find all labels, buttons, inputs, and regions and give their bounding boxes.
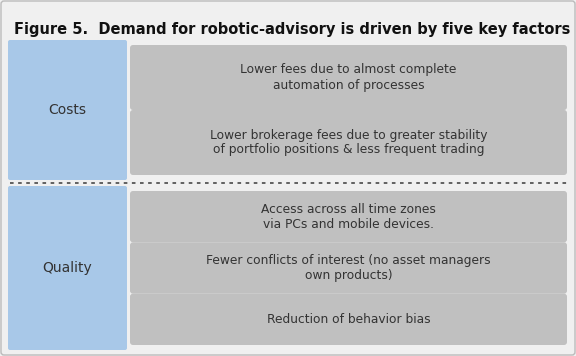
- Text: Access across all time zones
via PCs and mobile devices.: Access across all time zones via PCs and…: [261, 203, 436, 231]
- Text: Costs: Costs: [48, 103, 86, 117]
- Text: Fewer conflicts of interest (no asset managers
own products): Fewer conflicts of interest (no asset ma…: [206, 254, 491, 282]
- Text: Quality: Quality: [43, 261, 92, 275]
- Text: Lower fees due to almost complete
automation of processes: Lower fees due to almost complete automa…: [240, 63, 457, 91]
- FancyBboxPatch shape: [8, 40, 127, 180]
- Text: Lower brokerage fees due to greater stability
of portfolio positions & less freq: Lower brokerage fees due to greater stab…: [210, 129, 487, 157]
- FancyBboxPatch shape: [130, 294, 567, 345]
- FancyBboxPatch shape: [130, 191, 567, 242]
- FancyBboxPatch shape: [130, 45, 567, 110]
- FancyBboxPatch shape: [130, 110, 567, 175]
- FancyBboxPatch shape: [130, 242, 567, 294]
- FancyBboxPatch shape: [8, 186, 127, 350]
- Text: Figure 5.  Demand for robotic-advisory is driven by five key factors: Figure 5. Demand for robotic-advisory is…: [14, 22, 570, 37]
- Text: Reduction of behavior bias: Reduction of behavior bias: [267, 313, 430, 326]
